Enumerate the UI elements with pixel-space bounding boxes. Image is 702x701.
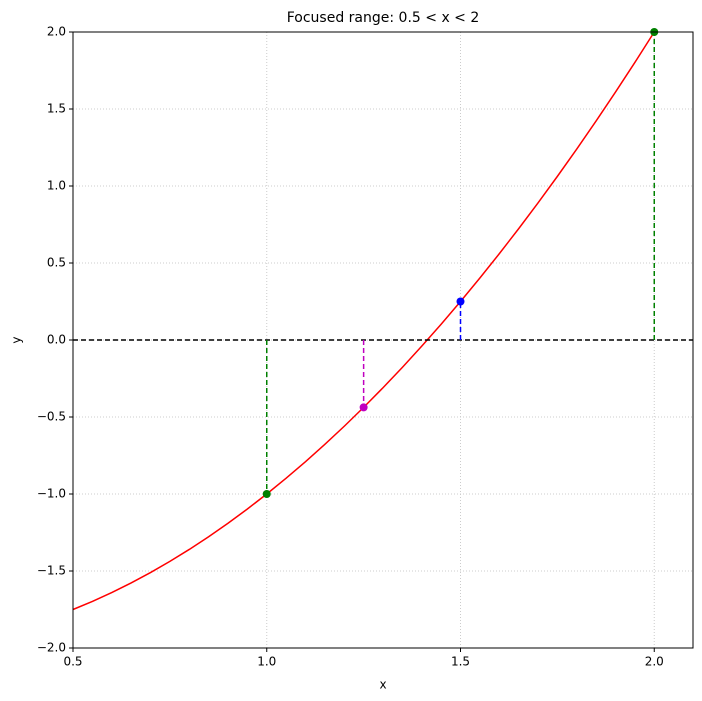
y-tick-label: 1.0	[47, 179, 66, 193]
y-tick-label: 2.0	[47, 25, 66, 39]
chart-title: Focused range: 0.5 < x < 2	[287, 10, 480, 26]
y-tick-label: −0.5	[37, 410, 66, 424]
point	[359, 403, 368, 412]
y-tick-label: −1.0	[37, 487, 66, 501]
x-tick-label: 1.5	[451, 655, 470, 669]
point	[456, 297, 465, 306]
curve	[72, 31, 655, 611]
point	[262, 490, 271, 498]
x-axis-label: x	[379, 678, 386, 692]
y-tick-label: 0.5	[47, 256, 66, 270]
y-tick-label: 0.0	[47, 333, 66, 347]
y-tick-label: −1.5	[37, 564, 66, 578]
y-tick-label: 1.5	[47, 102, 66, 116]
x-tick-label: 1.0	[257, 655, 276, 669]
plot-frame	[72, 31, 694, 649]
x-tick-label: 2.0	[645, 655, 664, 669]
x-tick-label: 0.5	[63, 655, 82, 669]
y-axis-label: y	[10, 336, 24, 343]
y-tick-label: −2.0	[37, 641, 66, 655]
